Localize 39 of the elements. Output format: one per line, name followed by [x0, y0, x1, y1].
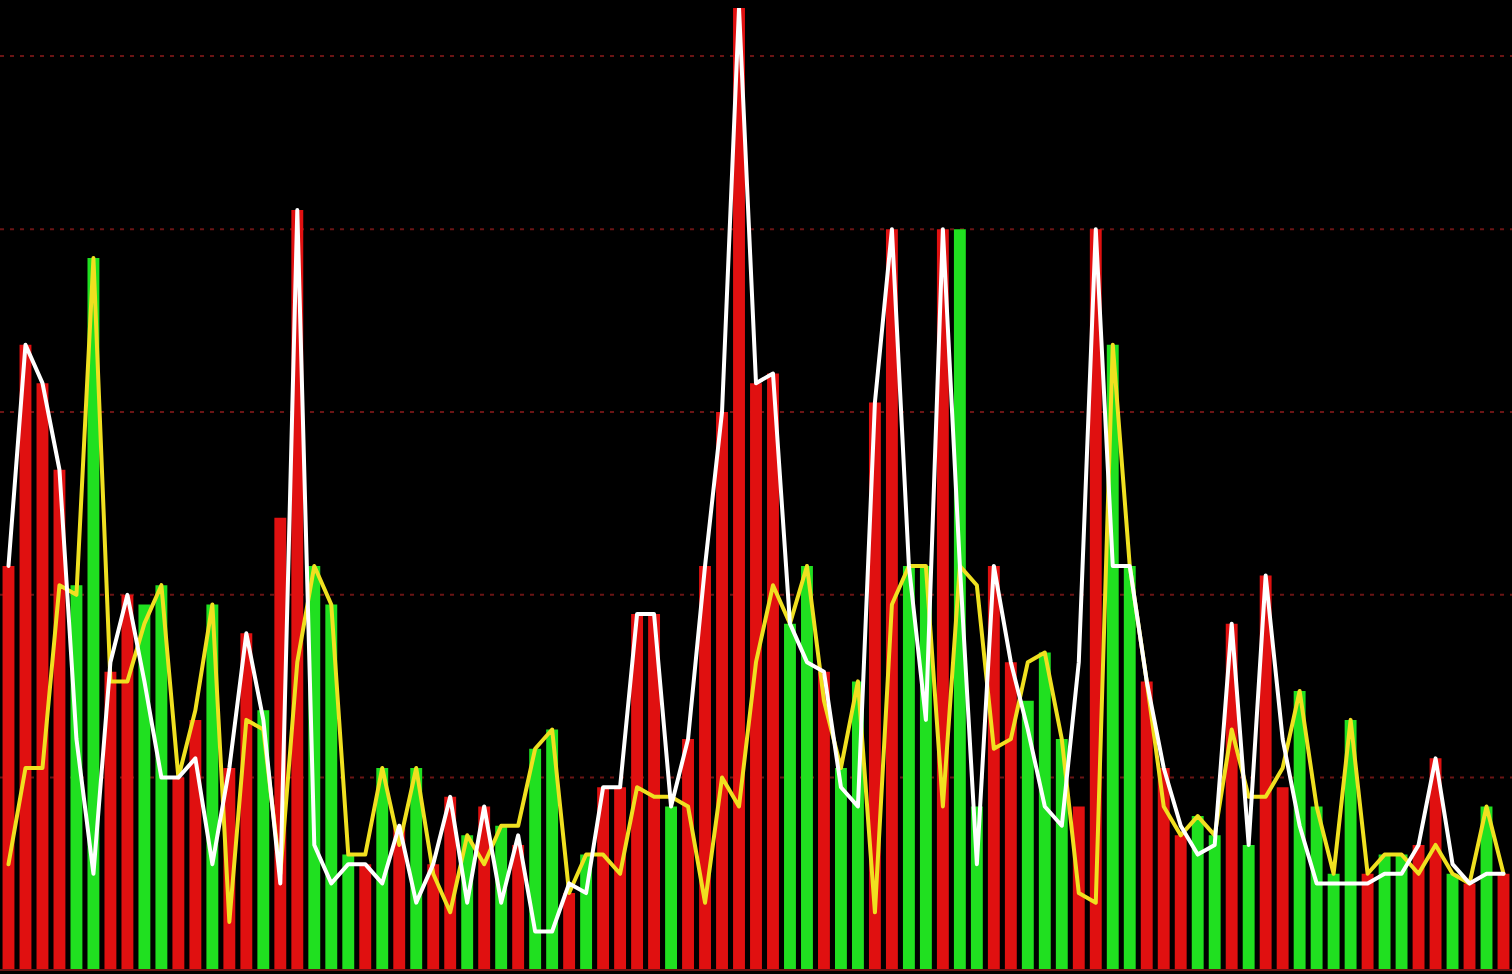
bar — [138, 604, 151, 970]
bar — [104, 671, 117, 970]
bar — [529, 748, 542, 970]
bar — [359, 864, 372, 970]
bar — [784, 623, 796, 970]
bar — [1412, 844, 1425, 970]
bar — [121, 594, 134, 970]
bar — [1327, 873, 1340, 970]
bar — [716, 412, 728, 970]
bar — [1191, 816, 1204, 970]
bar — [563, 893, 576, 970]
bar — [1174, 835, 1187, 970]
bar — [902, 565, 915, 970]
bar — [189, 719, 202, 970]
bar — [665, 806, 677, 970]
bar — [835, 767, 847, 970]
bar — [1004, 662, 1017, 970]
bar — [631, 614, 644, 970]
bar — [750, 383, 762, 970]
bar — [801, 565, 813, 970]
bar — [1038, 652, 1051, 970]
bar — [1395, 854, 1408, 970]
bar — [172, 777, 185, 970]
bar — [1208, 835, 1221, 970]
bar — [1361, 873, 1374, 970]
bar — [682, 739, 694, 970]
bar — [1463, 883, 1476, 970]
bar — [1276, 787, 1289, 970]
bar — [155, 585, 168, 970]
bar — [1497, 873, 1510, 970]
bar — [1123, 565, 1136, 970]
bar — [648, 614, 661, 970]
bar — [767, 373, 779, 970]
bar — [342, 854, 355, 970]
bar — [1021, 700, 1034, 970]
bar — [1140, 681, 1153, 970]
bar — [1242, 844, 1255, 970]
bar — [614, 787, 627, 970]
bar — [1378, 854, 1391, 970]
